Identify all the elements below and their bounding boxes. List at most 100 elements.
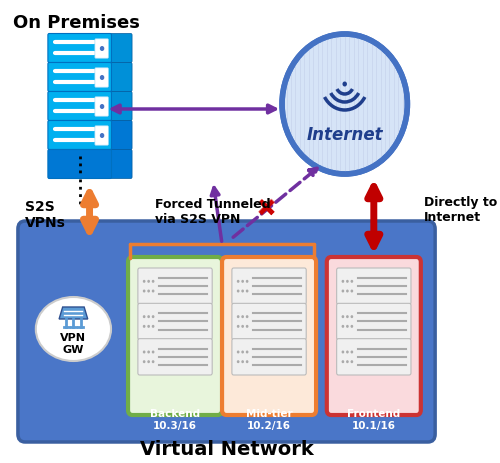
Circle shape (282, 35, 408, 175)
Circle shape (143, 290, 146, 293)
FancyBboxPatch shape (95, 126, 108, 146)
FancyBboxPatch shape (336, 304, 411, 340)
FancyBboxPatch shape (138, 339, 212, 375)
Circle shape (237, 351, 240, 354)
Circle shape (143, 360, 146, 363)
Circle shape (237, 280, 240, 283)
Text: Frontend
10.1/16: Frontend 10.1/16 (347, 408, 401, 430)
Circle shape (346, 290, 348, 293)
Circle shape (152, 315, 154, 319)
FancyBboxPatch shape (95, 98, 108, 117)
Text: Mid-tier
10.2/16: Mid-tier 10.2/16 (246, 408, 292, 430)
Circle shape (350, 315, 353, 319)
Circle shape (246, 315, 248, 319)
Text: Backend
10.3/16: Backend 10.3/16 (150, 408, 200, 430)
Circle shape (143, 280, 146, 283)
FancyBboxPatch shape (138, 269, 212, 305)
Circle shape (152, 351, 154, 354)
Text: VPN
GW: VPN GW (60, 332, 86, 354)
FancyBboxPatch shape (48, 150, 112, 179)
Circle shape (350, 360, 353, 363)
Text: Internet: Internet (306, 126, 383, 144)
FancyBboxPatch shape (222, 257, 316, 415)
FancyBboxPatch shape (72, 63, 132, 92)
Circle shape (237, 360, 240, 363)
Circle shape (242, 280, 244, 283)
Circle shape (246, 290, 248, 293)
Circle shape (342, 82, 347, 88)
Circle shape (350, 290, 353, 293)
Circle shape (346, 280, 348, 283)
FancyBboxPatch shape (48, 63, 112, 92)
FancyBboxPatch shape (138, 304, 212, 340)
Circle shape (100, 47, 104, 52)
Circle shape (152, 360, 154, 363)
Circle shape (100, 76, 104, 81)
Circle shape (242, 325, 244, 328)
FancyBboxPatch shape (232, 269, 306, 305)
Circle shape (246, 351, 248, 354)
Circle shape (152, 290, 154, 293)
Text: ✚: ✚ (252, 191, 284, 223)
Circle shape (242, 315, 244, 319)
Circle shape (152, 325, 154, 328)
Circle shape (143, 315, 146, 319)
Circle shape (148, 280, 150, 283)
Circle shape (342, 290, 344, 293)
Circle shape (346, 315, 348, 319)
FancyBboxPatch shape (48, 121, 112, 150)
Circle shape (242, 360, 244, 363)
Circle shape (237, 325, 240, 328)
Circle shape (246, 325, 248, 328)
Circle shape (148, 351, 150, 354)
Circle shape (346, 360, 348, 363)
Circle shape (237, 290, 240, 293)
Circle shape (342, 315, 344, 319)
Circle shape (246, 280, 248, 283)
FancyBboxPatch shape (336, 269, 411, 305)
Text: Forced Tunneled
via S2S VPN: Forced Tunneled via S2S VPN (155, 198, 270, 225)
Circle shape (350, 325, 353, 328)
Circle shape (152, 280, 154, 283)
Circle shape (246, 360, 248, 363)
FancyBboxPatch shape (72, 121, 132, 150)
FancyBboxPatch shape (232, 304, 306, 340)
FancyBboxPatch shape (72, 150, 132, 179)
Circle shape (342, 360, 344, 363)
Text: Virtual Network: Virtual Network (140, 439, 314, 458)
Ellipse shape (36, 297, 111, 361)
Circle shape (143, 351, 146, 354)
Circle shape (148, 325, 150, 328)
FancyBboxPatch shape (72, 92, 132, 121)
Polygon shape (59, 307, 88, 319)
Circle shape (242, 290, 244, 293)
Circle shape (143, 325, 146, 328)
FancyBboxPatch shape (48, 34, 112, 63)
Circle shape (237, 315, 240, 319)
Circle shape (342, 351, 344, 354)
Circle shape (350, 280, 353, 283)
Circle shape (100, 105, 104, 110)
Circle shape (342, 325, 344, 328)
Circle shape (346, 351, 348, 354)
Circle shape (148, 360, 150, 363)
FancyBboxPatch shape (18, 221, 435, 442)
Circle shape (346, 325, 348, 328)
FancyBboxPatch shape (72, 34, 132, 63)
Circle shape (350, 351, 353, 354)
FancyBboxPatch shape (95, 69, 108, 88)
Circle shape (148, 315, 150, 319)
FancyBboxPatch shape (232, 339, 306, 375)
Circle shape (242, 351, 244, 354)
Text: On Premises: On Premises (14, 14, 140, 32)
Circle shape (342, 280, 344, 283)
FancyBboxPatch shape (327, 257, 421, 415)
Text: S2S
VPNs: S2S VPNs (25, 200, 66, 230)
FancyBboxPatch shape (48, 92, 112, 121)
FancyBboxPatch shape (128, 257, 222, 415)
FancyBboxPatch shape (336, 339, 411, 375)
Circle shape (100, 134, 104, 139)
FancyBboxPatch shape (95, 40, 108, 59)
Circle shape (148, 290, 150, 293)
Text: Directly to
Internet: Directly to Internet (424, 195, 497, 224)
